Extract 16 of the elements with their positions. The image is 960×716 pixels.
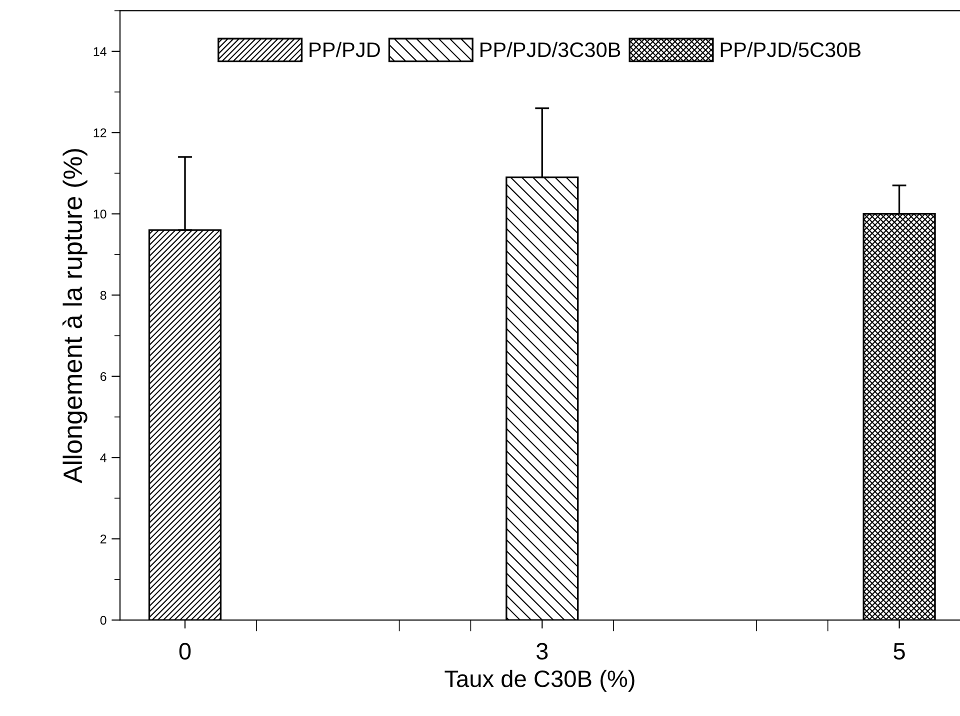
y-tick-label: 12 (94, 128, 106, 138)
y-tick-label: 10 (94, 210, 106, 218)
y-tick-label: 14 (94, 47, 106, 56)
y-tick-label: 8 (100, 290, 106, 300)
y-tick-label: 0 (100, 616, 106, 625)
legend-label: PP/PJD (310, 42, 380, 58)
y-tick-label: 4 (100, 454, 106, 462)
y-tick-label: 2 (100, 534, 106, 544)
x-tick-label: 3 (536, 642, 548, 660)
x-tick-label: 5 (894, 643, 905, 660)
y-tick-label: 6 (100, 372, 106, 381)
x-tick-label: 0 (179, 642, 191, 660)
legend-label: PP/PJD/3C30B (480, 42, 620, 58)
x-axis-title: Taux de C30B (%) (444, 670, 634, 692)
y-axis-title: Allongement à la rupture (%) (62, 149, 88, 484)
legend-label: PP/PJD/5C30B (720, 42, 861, 58)
